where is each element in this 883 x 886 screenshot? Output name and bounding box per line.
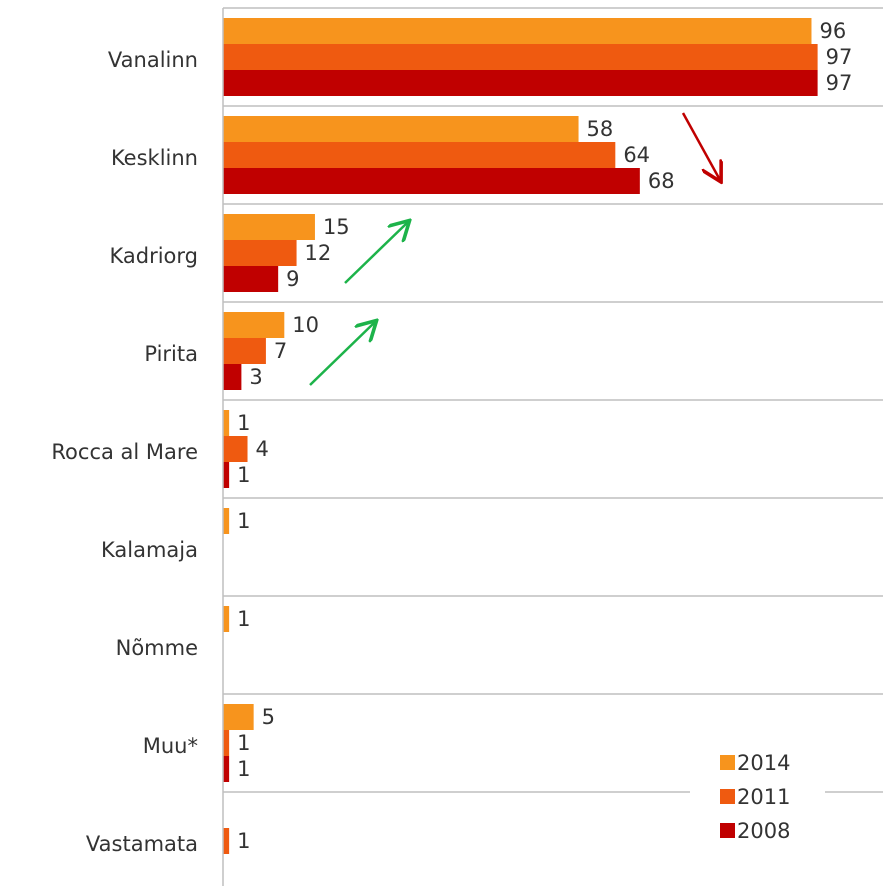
category-label: Kadriorg — [109, 244, 198, 268]
legend-label: 2011 — [737, 785, 790, 809]
bar — [223, 312, 285, 338]
value-label: 1 — [237, 731, 250, 755]
legend-swatch — [720, 755, 735, 770]
trend-arrow-up — [344, 222, 408, 284]
value-label: 68 — [648, 169, 675, 193]
legend-swatch — [720, 789, 735, 804]
trend-arrow-up — [309, 322, 375, 386]
bar — [223, 338, 266, 364]
value-label: 1 — [237, 411, 250, 435]
bar — [223, 606, 230, 632]
bar — [223, 704, 254, 730]
bar — [223, 214, 315, 240]
bar — [223, 266, 279, 292]
bar — [223, 142, 616, 168]
value-label: 12 — [305, 241, 332, 265]
bar — [223, 828, 230, 854]
value-label: 58 — [587, 117, 614, 141]
bar — [223, 730, 230, 756]
legend-swatch — [720, 823, 735, 838]
legend-label: 2014 — [737, 751, 790, 775]
category-label: Nõmme — [116, 636, 198, 660]
value-label: 3 — [249, 365, 262, 389]
value-label: 1 — [237, 757, 250, 781]
category-label: Kalamaja — [101, 538, 198, 562]
category-label: Kesklinn — [111, 146, 198, 170]
value-label: 96 — [819, 19, 846, 43]
category-label: Pirita — [144, 342, 198, 366]
legend-label: 2008 — [737, 819, 790, 843]
value-label: 10 — [292, 313, 319, 337]
value-label: 7 — [274, 339, 287, 363]
bar — [223, 462, 230, 488]
bar — [223, 116, 579, 142]
bar — [223, 508, 230, 534]
value-label: 97 — [826, 71, 853, 95]
bar — [223, 364, 242, 390]
category-label: Muu* — [143, 734, 198, 758]
category-label: Rocca al Mare — [51, 440, 198, 464]
value-label: 97 — [826, 45, 853, 69]
value-label: 9 — [286, 267, 299, 291]
bar — [223, 18, 812, 44]
value-label: 5 — [262, 705, 275, 729]
bar — [223, 168, 640, 194]
value-label: 1 — [237, 829, 250, 853]
value-label: 4 — [256, 437, 269, 461]
value-label: 1 — [237, 509, 250, 533]
value-label: 1 — [237, 463, 250, 487]
value-label: 64 — [623, 143, 650, 167]
bar — [223, 756, 230, 782]
bar — [223, 44, 818, 70]
legend-background — [690, 745, 825, 850]
plot: Vanalinn969797Kesklinn586468Kadriorg1512… — [51, 7, 883, 886]
trend-arrow-down — [681, 112, 720, 180]
value-label: 1 — [237, 607, 250, 631]
bar — [223, 240, 297, 266]
category-label: Vastamata — [86, 832, 198, 856]
bar — [223, 436, 248, 462]
value-label: 15 — [323, 215, 350, 239]
bar — [223, 410, 230, 436]
bar — [223, 70, 818, 96]
category-label: Vanalinn — [108, 48, 198, 72]
